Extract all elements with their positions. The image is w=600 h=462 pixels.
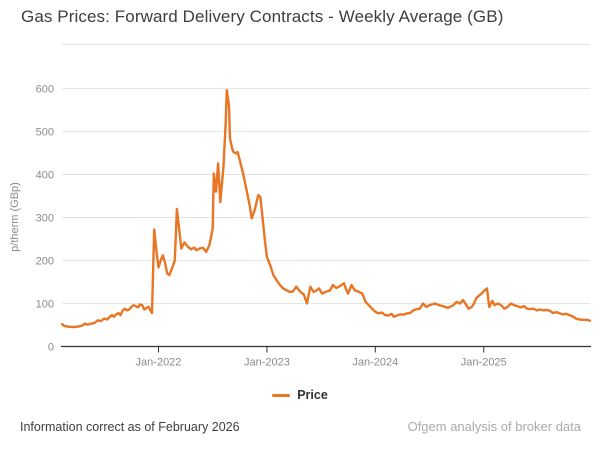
x-tick-label: Jan-2024	[352, 357, 398, 369]
x-tick-label: Jan-2023	[244, 357, 290, 369]
x-tick-label: Jan-2022	[136, 357, 182, 369]
title-divider	[61, 44, 590, 45]
legend: Price	[0, 388, 600, 402]
legend-label: Price	[297, 388, 328, 402]
y-tick-label: 500	[36, 127, 54, 139]
x-tick-label: Jan-2025	[461, 357, 507, 369]
y-tick-label: 400	[36, 170, 54, 182]
y-tick-label: 0	[48, 342, 54, 354]
footnote-source: Ofgem analysis of broker data	[407, 419, 581, 434]
legend-item-price[interactable]: Price	[272, 388, 328, 402]
price-series-swatch	[272, 393, 291, 397]
y-tick-label: 600	[36, 84, 54, 96]
y-axis-title: p/therm (GBp)	[9, 182, 21, 252]
y-tick-label: 200	[36, 256, 54, 268]
chart-title: Gas Prices: Forward Delivery Contracts -…	[21, 7, 504, 26]
footnote-info: Information correct as of February 2026	[20, 420, 240, 434]
price-line	[60, 88, 592, 329]
y-tick-label: 300	[36, 213, 54, 225]
y-tick-label: 100	[36, 299, 54, 311]
